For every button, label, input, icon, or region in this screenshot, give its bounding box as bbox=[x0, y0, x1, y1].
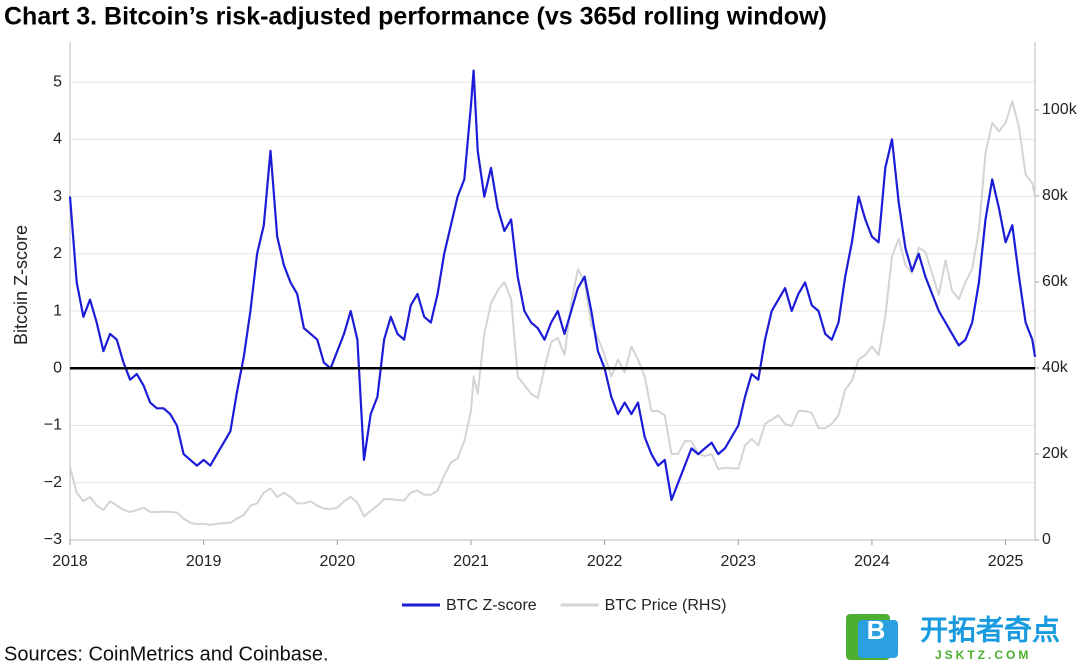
y-tick-label: 5 bbox=[53, 73, 62, 90]
series-line bbox=[69, 100, 1036, 526]
y2-tick-label: 80k bbox=[1042, 187, 1069, 204]
y-tick-label: 0 bbox=[53, 359, 62, 376]
x-tick-label: 2021 bbox=[453, 553, 489, 570]
y2-tick-label: 20k bbox=[1042, 445, 1069, 462]
y2-tick-label: 100k bbox=[1042, 101, 1078, 118]
y-tick-label: −2 bbox=[44, 474, 62, 491]
legend-label: BTC Price (RHS) bbox=[605, 597, 727, 614]
y2-tick-label: 40k bbox=[1042, 359, 1069, 376]
logo-box bbox=[858, 620, 898, 658]
y-tick-label: 2 bbox=[53, 245, 62, 262]
x-tick-label: 2024 bbox=[854, 553, 890, 570]
x-tick-label: 2023 bbox=[720, 553, 756, 570]
y-tick-label: −1 bbox=[44, 417, 62, 434]
y-axis-label: Bitcoin Z-score bbox=[11, 225, 31, 345]
x-tick-label: 2019 bbox=[186, 553, 222, 570]
chart-title: Chart 3. Bitcoin’s risk-adjusted perform… bbox=[4, 3, 827, 31]
watermark: B 开拓者奇点 JSKTZ.COM bbox=[846, 614, 1060, 662]
y2-tick-label: 0 bbox=[1042, 531, 1051, 548]
logo-letter: B bbox=[867, 615, 886, 645]
watermark-url: JSKTZ.COM bbox=[935, 648, 1031, 662]
x-tick-label: 2018 bbox=[52, 553, 88, 570]
x-tick-label: 2025 bbox=[988, 553, 1024, 570]
y-tick-label: 4 bbox=[53, 131, 62, 148]
y-tick-label: 3 bbox=[53, 188, 62, 205]
y2-tick-label: 60k bbox=[1042, 273, 1069, 290]
y-tick-label: −3 bbox=[44, 531, 62, 548]
legend-label: BTC Z-score bbox=[446, 597, 537, 614]
watermark-text: 开拓者奇点 bbox=[920, 614, 1060, 645]
x-tick-label: 2020 bbox=[320, 553, 356, 570]
y-tick-label: 1 bbox=[53, 302, 62, 319]
series-line bbox=[68, 69, 1037, 501]
source: Sources: CoinMetrics and Coinbase. bbox=[4, 643, 329, 665]
x-tick-label: 2022 bbox=[587, 553, 623, 570]
